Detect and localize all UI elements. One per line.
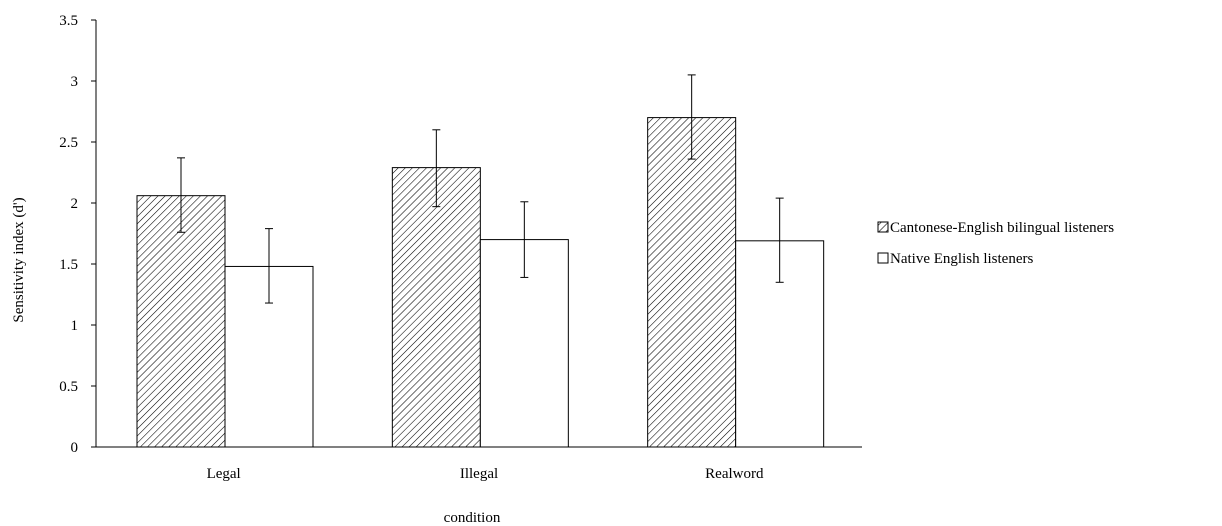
y-axis-title: Sensitivity index (d') [11,197,27,322]
y-tick-label: 0 [71,440,79,456]
legend-label-1: Cantonese-English bilingual listeners [890,220,1114,236]
x-tick-label: Legal [207,466,241,482]
bar-legal-series-1 [136,195,226,448]
y-tick-label: 2 [71,196,79,212]
y-tick-label: 3.5 [59,13,78,29]
plot-area: 0 0.5 1 1.5 2 2.5 3 3.5 Legal Illegal Realword [59,13,862,482]
y-tick-label: 3 [71,74,79,90]
legend-swatch-1 [877,221,889,233]
legend: Cantonese-English bilingual listeners Nat… [877,220,1114,267]
x-tick-label: Realword [705,466,764,482]
y-tick-label: 0.5 [59,379,78,395]
bar-realword-series-1 [647,117,737,448]
legend-label-2: Native English listeners [890,251,1033,267]
bar-illegal-series-1 [391,167,481,448]
y-tick-label: 2.5 [59,135,78,151]
legend-swatch-2 [877,252,889,264]
y-tick-label: 1 [71,318,79,334]
y-tick-label: 1.5 [59,257,78,273]
x-tick-label: Illegal [460,466,498,482]
x-axis-title: condition [444,510,501,526]
